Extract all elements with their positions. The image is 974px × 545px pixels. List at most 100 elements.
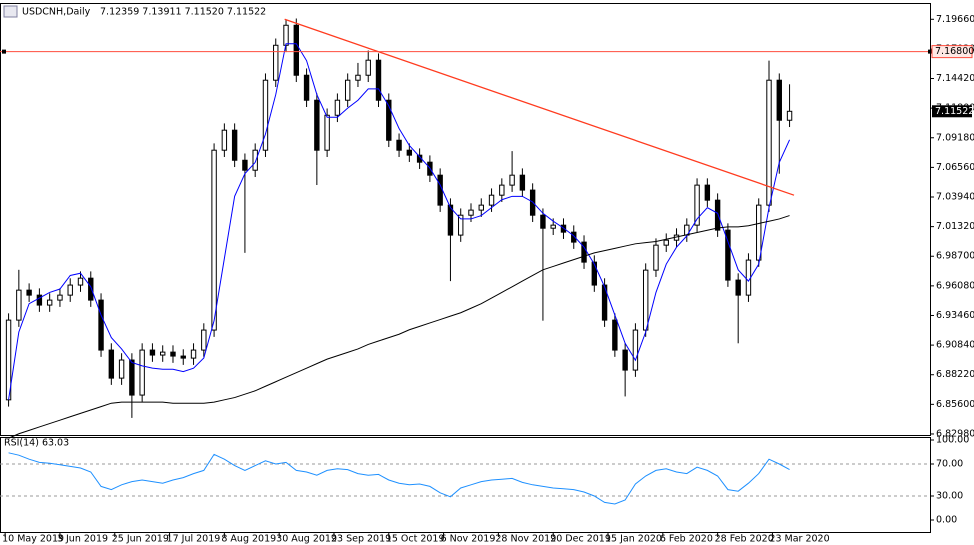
symbol-icon bbox=[3, 5, 18, 18]
candle-body bbox=[303, 74, 310, 101]
x-tick-label: 10 May 2019 bbox=[2, 534, 64, 545]
y-tick-label: 6.85600 bbox=[936, 399, 974, 410]
ohlc-label: 7.12359 7.13911 7.11520 7.11522 bbox=[100, 7, 266, 18]
rsi-line bbox=[8, 452, 790, 505]
candle-body bbox=[540, 214, 546, 229]
candle-body bbox=[601, 284, 608, 321]
candle-body bbox=[704, 184, 711, 201]
candle-body bbox=[406, 149, 413, 156]
candle-body bbox=[77, 277, 84, 286]
price-label-box bbox=[932, 105, 972, 118]
rsi-title: RSI(14) 63.03 bbox=[4, 438, 69, 449]
x-tick-label: 17 Jul 2019 bbox=[167, 534, 221, 545]
candle-body bbox=[283, 24, 289, 46]
y-tick-label: 6.98700 bbox=[936, 251, 974, 262]
candle-body bbox=[478, 204, 484, 211]
y-tick-label: 6.96080 bbox=[936, 280, 974, 291]
candle-body bbox=[365, 59, 371, 76]
candle-body bbox=[88, 277, 94, 301]
candle-body bbox=[334, 99, 341, 116]
candle-body bbox=[458, 214, 464, 236]
candle-body bbox=[57, 294, 63, 301]
candle-body bbox=[211, 149, 217, 331]
level-marker bbox=[2, 49, 6, 54]
candle-body bbox=[180, 355, 186, 359]
candle-body bbox=[437, 174, 443, 206]
candle-body bbox=[776, 79, 782, 121]
candle-body bbox=[170, 351, 176, 357]
candle-body bbox=[375, 59, 382, 101]
candle-body bbox=[756, 204, 762, 261]
candle-body bbox=[694, 184, 700, 226]
y-tick-label: 7.01320 bbox=[936, 221, 974, 232]
candle-body bbox=[262, 79, 269, 151]
candle-body bbox=[509, 174, 515, 186]
x-tick-label: 15 Oct 2019 bbox=[386, 534, 445, 545]
candle-body bbox=[396, 139, 402, 151]
y-tick-label: 6.90840 bbox=[936, 340, 974, 351]
candle-body bbox=[16, 289, 22, 321]
trend-line bbox=[284, 18, 795, 196]
y-tick-label: 100.00 bbox=[936, 435, 969, 446]
candle-body bbox=[642, 269, 649, 331]
candle-body bbox=[468, 209, 474, 216]
candle-body bbox=[293, 24, 299, 76]
x-tick-label: 30 Aug 2019 bbox=[276, 534, 337, 545]
candle-body bbox=[221, 129, 228, 151]
candle-body bbox=[591, 261, 598, 286]
price-panel bbox=[0, 3, 931, 436]
candle-body bbox=[612, 319, 618, 351]
x-tick-label: 3 Jun 2019 bbox=[57, 534, 108, 545]
candle-body bbox=[26, 289, 32, 296]
candle-body bbox=[355, 74, 361, 81]
candle-body bbox=[725, 229, 731, 281]
moving-average bbox=[8, 215, 790, 439]
candle-body bbox=[499, 184, 505, 196]
level-label: 7.16800 bbox=[935, 46, 974, 57]
candle-body bbox=[571, 231, 577, 243]
x-tick-label: 25 Jun 2019 bbox=[112, 534, 169, 545]
x-tick-label: 6 Feb 2020 bbox=[660, 534, 713, 545]
candle-body bbox=[273, 44, 279, 81]
candle-body bbox=[786, 110, 793, 121]
rsi-panel bbox=[0, 437, 931, 533]
candle-body bbox=[36, 294, 43, 306]
x-tick-label: 6 Nov 2019 bbox=[441, 534, 496, 545]
candle-body bbox=[5, 319, 12, 401]
candle-body bbox=[735, 279, 741, 296]
candle-body bbox=[139, 349, 145, 396]
candle-body bbox=[67, 284, 73, 296]
candle-body bbox=[488, 194, 495, 206]
candle-body bbox=[581, 241, 587, 263]
y-tick-label: 7.14420 bbox=[936, 73, 974, 84]
x-tick-label: 23 Mar 2020 bbox=[769, 534, 829, 545]
candle-body bbox=[98, 299, 104, 351]
level-label-box bbox=[931, 45, 973, 59]
x-tick-label: 23 Sep 2019 bbox=[331, 534, 391, 545]
x-tick-label: 20 Dec 2019 bbox=[550, 534, 611, 545]
candle-body bbox=[766, 79, 772, 206]
candle-body bbox=[447, 204, 454, 236]
x-tick-label: 15 Jan 2020 bbox=[605, 534, 662, 545]
candle-body bbox=[560, 224, 567, 233]
candle-body bbox=[129, 359, 135, 396]
candle-body bbox=[324, 114, 330, 151]
price-label: 7.11522 bbox=[935, 106, 974, 117]
y-tick-label: 70.00 bbox=[936, 459, 963, 470]
candle-body bbox=[663, 239, 669, 246]
y-tick-label: 0.00 bbox=[936, 515, 957, 526]
y-tick-label: 7.19660 bbox=[936, 14, 974, 25]
y-tick-label: 30.00 bbox=[936, 491, 963, 502]
y-tick-label: 6.88220 bbox=[936, 369, 974, 380]
x-tick-label: 28 Nov 2019 bbox=[495, 534, 556, 545]
x-tick-label: 8 Aug 2019 bbox=[221, 534, 276, 545]
y-tick-label: 7.06560 bbox=[936, 162, 974, 173]
x-tick-label: 28 Feb 2020 bbox=[715, 534, 774, 545]
candle-body bbox=[252, 149, 258, 171]
y-tick-label: 6.93460 bbox=[936, 310, 974, 321]
candle-body bbox=[190, 349, 197, 359]
moving-average bbox=[8, 43, 791, 400]
level-marker bbox=[928, 49, 932, 54]
